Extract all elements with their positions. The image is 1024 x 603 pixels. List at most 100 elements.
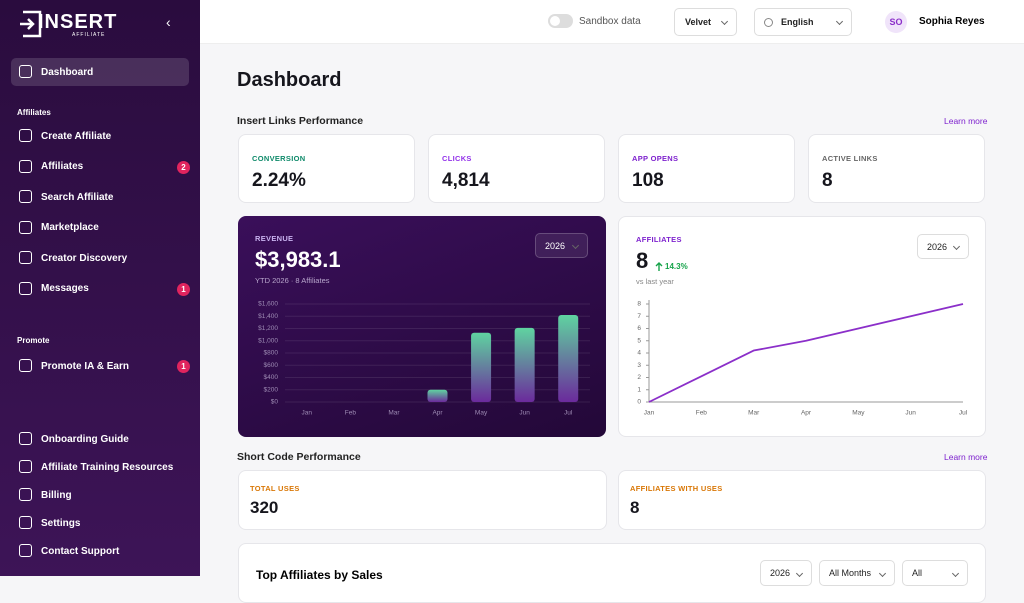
language-select[interactable]: English [754, 8, 852, 36]
stat-label: APP OPENS [632, 154, 679, 163]
nav-item[interactable]: Affiliates 2 [11, 153, 190, 181]
year-select[interactable]: 2026 [535, 233, 588, 258]
section-title: Insert Links Performance [237, 115, 364, 127]
logo: INSERT [38, 11, 118, 33]
sidebar: INSERT AFFILIATE ‹ Dashboard Affiliates Cr… [0, 0, 200, 576]
revenue-card: REVENUE $3,983.1 YTD 2026 · 8 Affiliates 20… [238, 216, 606, 437]
filter-select[interactable]: All [902, 560, 968, 586]
nav-item[interactable]: Creator Discovery [11, 244, 189, 272]
bar [427, 389, 448, 402]
nav-icon [19, 281, 32, 295]
chart-headline: $3,983.1 [255, 247, 341, 272]
chart-title: REVENUE [255, 234, 294, 243]
x-tick-label: Jul [959, 410, 968, 417]
stat-value: 8 [630, 498, 640, 517]
y-tick-label: $1,000 [258, 337, 278, 344]
nav-label: Messages [41, 283, 89, 294]
nav-item[interactable]: Onboarding Guide [11, 425, 189, 453]
learn-more[interactable]: Learn more [944, 116, 988, 126]
nav-icon [19, 65, 32, 78]
y-tick-label: $200 [264, 386, 279, 393]
stat-value: 2.24% [252, 170, 306, 191]
x-tick-label: May [475, 410, 488, 417]
language: English [781, 17, 814, 27]
stat-label: CLICKS [442, 154, 472, 163]
nav-item[interactable]: Billing [11, 481, 189, 509]
chart-title: AFFILIATES [636, 235, 682, 244]
stat-card: TOTAL USES 320 [238, 470, 607, 530]
nav-icon [19, 159, 32, 173]
nav-label: Affiliates [41, 161, 84, 172]
nav-item[interactable]: Create Affiliate [11, 122, 189, 150]
nav-item[interactable]: Settings [11, 509, 189, 537]
nav-icon [19, 516, 32, 529]
x-tick-label: Jul [564, 410, 573, 417]
workspace-select[interactable]: Velvet [674, 8, 737, 36]
y-tick-label: 7 [637, 313, 641, 320]
nav-icon [19, 251, 32, 264]
nav-label: Search Affiliate [41, 191, 114, 203]
user-name[interactable]: Sophia Reyes [919, 16, 985, 27]
x-tick-label: May [852, 410, 865, 417]
page-title: Dashboard [237, 69, 342, 91]
chart-headline: 8 [636, 248, 649, 273]
y-tick-label: $1,200 [258, 325, 278, 332]
filter-select[interactable]: 2026 [760, 560, 812, 586]
sandbox-toggle[interactable] [548, 14, 573, 28]
nav-item[interactable]: Contact Support [11, 537, 189, 565]
year-select[interactable]: 2026 [917, 234, 969, 259]
logo-icon [20, 10, 42, 38]
x-tick-label: Mar [388, 410, 400, 417]
bar [514, 327, 535, 402]
nav-label: Promote IA & Earn [41, 360, 129, 372]
y-tick-label: $400 [264, 374, 279, 381]
y-tick-label: $1,400 [258, 313, 278, 320]
avatar[interactable]: SO [885, 11, 907, 33]
nav-label: Creator Discovery [41, 252, 128, 264]
y-tick-label: $0 [271, 399, 279, 406]
nav-item[interactable]: Search Affiliate [11, 183, 189, 211]
line [648, 303, 964, 403]
nav-label: Settings [41, 517, 81, 529]
y-tick-label: 1 [637, 386, 641, 393]
stat-card: AFFILIATES WITH USES 8 [618, 470, 986, 530]
filter-select[interactable]: All Months [819, 560, 895, 586]
y-tick-label: 3 [637, 362, 641, 369]
nav-label: Marketplace [41, 222, 99, 233]
stat-card: APP OPENS 108 [618, 134, 795, 203]
workspace: Velvet [685, 17, 712, 27]
collapse-button[interactable]: ‹ [166, 14, 171, 30]
y-tick-label: $1,600 [258, 301, 278, 308]
stat-card: ACTIVE LINKS 8 [808, 134, 985, 203]
nav-section-title: Affiliates [17, 108, 51, 117]
nav-label: Billing [41, 489, 72, 501]
nav-item[interactable]: Affiliate Training Resources [11, 453, 189, 481]
x-tick-label: Jan [644, 410, 655, 417]
logo-sub: AFFILIATE [72, 32, 106, 38]
nav-icon [19, 359, 32, 372]
nav-item[interactable]: Messages 1 [11, 275, 190, 303]
y-tick-label: 2 [637, 374, 641, 381]
change: 14.3% [665, 262, 688, 271]
nav-icon [19, 432, 32, 445]
nav-section-title: Promote [17, 336, 50, 345]
stat-label: AFFILIATES WITH USES [630, 484, 723, 493]
stat-value: 4,814 [442, 170, 490, 191]
learn-more[interactable]: Learn more [944, 452, 988, 462]
chart: $0 $200 $400 $600 $800 $1,000 $1,200 $1,400 $1,6… [258, 301, 590, 417]
chart-subtitle: YTD 2026 · 8 Affiliates [255, 276, 330, 285]
nav-item[interactable]: Marketplace [11, 214, 189, 242]
change-arrow [655, 262, 663, 271]
y-tick-label: 8 [637, 301, 641, 308]
x-tick-label: Jun [905, 410, 916, 417]
stat-value: 8 [822, 170, 833, 191]
y-tick-label: $800 [264, 350, 279, 357]
affiliates-card: AFFILIATES 8 14.3% vs last year 2026 0 1 2 3 4 5 6 7… [618, 216, 986, 437]
sandbox-label: Sandbox data [579, 16, 641, 27]
x-tick-label: Feb [696, 410, 708, 417]
nav-badge: 2 [177, 160, 190, 174]
stat-label: ACTIVE LINKS [822, 154, 878, 163]
y-tick-label: 5 [637, 337, 641, 344]
nav-item[interactable]: Dashboard [11, 58, 189, 86]
nav-item[interactable]: Promote IA & Earn 1 [11, 352, 190, 380]
